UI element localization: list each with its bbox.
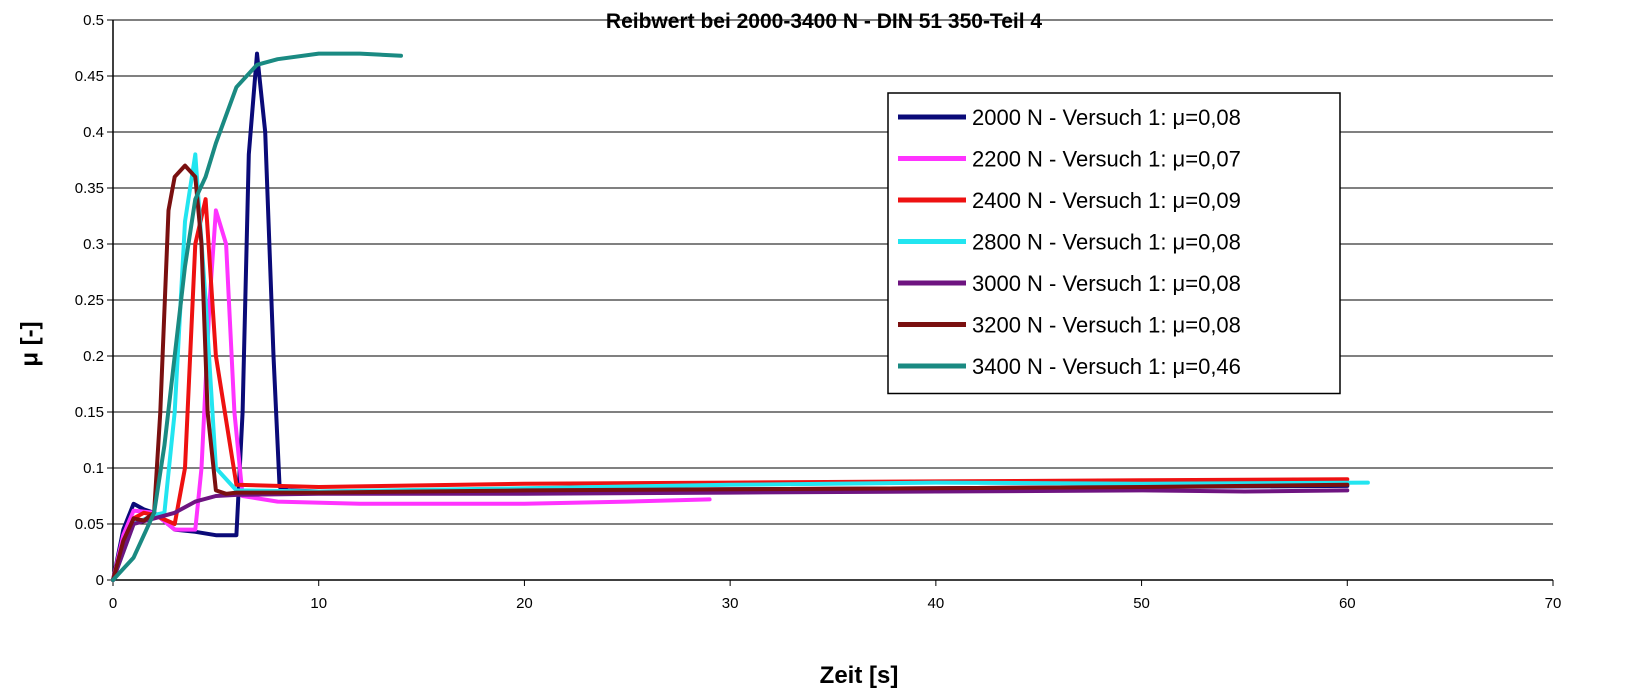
y-tick-label: 0.1 [83,460,104,477]
x-tick-label: 50 [1133,595,1150,612]
y-tick-label: 0.25 [75,292,104,309]
x-tick-label: 10 [310,595,327,612]
legend-label: 2800 N - Versuch 1: μ=0,08 [972,230,1241,255]
x-tick-label: 40 [928,595,945,612]
y-tick-label: 0 [96,572,104,589]
legend-label: 3400 N - Versuch 1: μ=0,46 [972,354,1241,379]
x-tick-label: 20 [516,595,533,612]
series-line-7 [111,51,403,582]
series-line-4 [111,152,1370,582]
y-tick-label: 0.5 [83,12,104,29]
legend: 2000 N - Versuch 1: μ=0,08 2200 N - Versu… [887,92,1341,395]
series-line-6 [111,163,1350,582]
legend-label: 3200 N - Versuch 1: μ=0,08 [972,313,1241,338]
y-tick-label: 0.4 [83,124,104,141]
legend-label: 2000 N - Versuch 1: μ=0,08 [972,105,1241,130]
chart-title: Reibwert bei 2000-3400 N - DIN 51 350-Te… [605,10,1043,33]
x-tick-label: 70 [1545,595,1562,612]
x-tick-label: 60 [1339,595,1356,612]
x-tick-label: 30 [722,595,739,612]
y-tick-label: 0.05 [75,516,104,533]
y-tick-label: 0.35 [75,180,104,197]
legend-label: 2400 N - Versuch 1: μ=0,09 [972,188,1241,213]
x-tick-label: 0 [109,595,117,612]
legend-label: 3000 N - Versuch 1: μ=0,08 [972,271,1241,296]
legend-label: 2200 N - Versuch 1: μ=0,07 [972,147,1241,172]
y-tick-label: 0.15 [75,404,104,421]
y-tick-label: 0.2 [83,348,104,365]
axes: 0 0.05 0.1 0.15 0.2 0.25 0.3 0.35 0.4 0.45 0.5 0 10 2… [75,12,1562,612]
x-axis-label: Zeit [s] [819,662,899,689]
y-tick-label: 0.45 [75,68,104,85]
y-tick-label: 0.3 [83,236,104,253]
series-lines [111,51,1370,582]
